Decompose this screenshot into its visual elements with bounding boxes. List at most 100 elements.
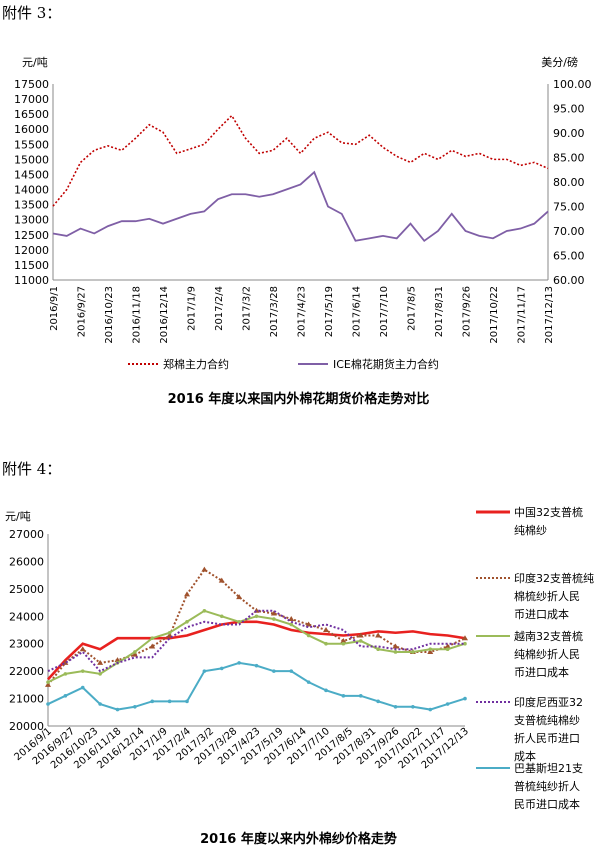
chart2-ytick-label: 27000: [9, 528, 44, 541]
chart2-legend-label-4: 巴基斯坦21支普梳纯纱折人民币进口成本: [514, 761, 583, 811]
chart2-legend-label-2: 越南32支普梳纯棉纱折人民币进口成本: [514, 629, 583, 679]
chart1-ytick-label: 12500: [14, 229, 49, 242]
chart2-marker-4: [445, 702, 450, 706]
chart1-ytick-label: 14000: [14, 184, 49, 197]
chart1-xtick-label: 2017/5/19: [324, 286, 335, 337]
chart2-marker-2: [341, 641, 346, 646]
chart2-marker-4: [393, 705, 398, 709]
chart1-ylabel: 元/吨: [22, 56, 48, 69]
cotton-futures-chart: 元/吨 美分/磅 11000 11500 12000 12500 13000 13500 1…: [14, 55, 592, 371]
chart2-ytick-label: 25000: [9, 583, 44, 596]
chart2-marker-4: [358, 694, 363, 698]
chart1-y2tick-label: 95.00: [553, 103, 585, 116]
chart2-marker-4: [167, 699, 172, 704]
chart1-xtick-label: 2017/7/10: [379, 286, 390, 337]
chart1-xtick-label: 2016/9/27: [77, 286, 88, 337]
chart2-marker-2: [358, 639, 363, 643]
chart2-legend-label-0: 中国32支普梳纯棉纱: [514, 505, 583, 537]
chart2-marker-2: [428, 647, 433, 651]
chart2-marker-2: [219, 614, 224, 619]
chart2-marker-4: [272, 669, 276, 673]
chart2-marker-2: [289, 622, 294, 627]
chart1-ytick-label: 12000: [14, 244, 49, 257]
chart2-marker-2: [376, 647, 380, 651]
chart2-marker-4: [237, 661, 241, 665]
chart1-xtick-label: 2016/12/14: [159, 286, 170, 344]
chart2-marker-1: [357, 632, 364, 638]
chart2-marker-4: [185, 699, 189, 704]
yarn-price-chart: 元/吨 20000 21000 22000 23000 24000 25000 26000 2…: [5, 505, 594, 811]
chart2-marker-4: [150, 699, 155, 704]
chart1-xtick-label: 2017/9/26: [462, 286, 473, 337]
chart1-y2tick-label: 90.00: [553, 127, 585, 140]
chart2-marker-4: [46, 702, 50, 706]
chart2-ytick-label: 26000: [9, 555, 44, 568]
chart2-marker-1: [305, 621, 312, 627]
chart2-series-line-4: [47, 661, 466, 711]
chart2-marker-4: [324, 688, 328, 693]
chart1-y2tick-label: 65.00: [553, 250, 585, 263]
chart1-xtick-label: 2017/6/14: [352, 286, 363, 337]
chart1-legend: 郑棉主力合约 ICE棉花期货主力合约: [128, 357, 439, 371]
chart2-marker-4: [306, 680, 311, 684]
chart2-ytick-label: 21000: [9, 693, 44, 706]
chart1-xtick-label: 2017/3/2: [242, 286, 253, 331]
chart2-marker-2: [324, 641, 328, 646]
chart2-marker-2: [411, 650, 415, 654]
chart2-marker-2: [202, 609, 207, 613]
chart2-ytick-label: 22000: [9, 665, 44, 678]
chart1-ytick-label: 16500: [14, 108, 49, 121]
chart1-ytick-label: 15500: [14, 138, 49, 151]
chart2-marker-1: [218, 577, 225, 583]
chart2-marker-1: [323, 627, 329, 632]
chart2-marker-4: [411, 705, 415, 709]
chart1-xtick-label: 2016/9/1: [49, 286, 60, 331]
chart2-marker-1: [79, 646, 86, 652]
chart1-y2tick-label: 60.00: [553, 274, 585, 287]
chart1-xtick-label: 2017/2/4: [214, 286, 225, 331]
chart2-marker-1: [462, 635, 468, 641]
chart1-series-line-1: [52, 170, 549, 243]
chart2-marker-4: [98, 702, 102, 706]
chart1-ytick-label: 11500: [14, 259, 49, 272]
chart2-marker-4: [289, 669, 294, 673]
chart2-legend: 中国32支普梳纯棉纱印度32支普梳纯棉梳纱折人民币进口成本越南32支普梳纯棉纱折…: [476, 505, 594, 811]
chart1-xtick-label: 2017/8/31: [434, 286, 445, 337]
chart1-y2tick-label: 80.00: [553, 176, 585, 189]
chart2-marker-1: [427, 648, 434, 654]
chart2-marker-4: [80, 685, 85, 690]
chart2-marker-1: [131, 651, 138, 657]
chart2-marker-1: [236, 594, 243, 600]
attachment-3-heading: 附件 3：: [2, 4, 62, 22]
chart2-marker-4: [63, 694, 68, 698]
chart1-ytick-label: 13500: [14, 199, 49, 212]
chart1-xtick-label: 2017/10/22: [489, 286, 500, 344]
chart1-xtick-label: 2017/12/13: [544, 286, 555, 344]
chart2-title: 2016 年度以来内外棉纱价格走势: [200, 832, 397, 847]
chart2-ytick-label: 20000: [9, 720, 44, 733]
chart2-marker-2: [306, 633, 311, 638]
chart2-marker-2: [393, 650, 398, 654]
chart2-marker-2: [98, 672, 102, 676]
chart1-ytick-label: 17500: [14, 78, 49, 91]
legend-label-ice: ICE棉花期货主力合约: [333, 357, 439, 371]
chart2-marker-2: [237, 619, 241, 624]
chart2-marker-1: [149, 643, 156, 649]
chart2-marker-2: [80, 669, 85, 673]
chart1-ytick-label: 13000: [14, 214, 49, 227]
chart2-marker-2: [185, 619, 189, 624]
chart2-ytick-label: 24000: [9, 610, 44, 623]
chart1-ytick-label: 15000: [14, 153, 49, 166]
chart1-xtick-label: 2017/4/23: [297, 286, 308, 337]
chart1-y2tick-label: 85.00: [553, 152, 585, 165]
chart2-marker-1: [184, 591, 190, 597]
chart2-marker-1: [392, 643, 399, 649]
chart1-xtick-label: 2017/1/9: [187, 286, 198, 331]
chart2-marker-1: [201, 566, 208, 572]
chart2-series-line-0: [47, 620, 466, 681]
chart1-xtick-label: 2017/8/5: [407, 286, 418, 331]
attachment-4-heading: 附件 4：: [2, 460, 62, 478]
chart1-title: 2016 年度以来国内外棉花期货价格走势对比: [167, 392, 430, 407]
chart2-legend-label-1: 印度32支普梳纯棉梳纱折人民币进口成本: [514, 571, 594, 621]
chart1-xtick-label: 2016/10/23: [104, 286, 115, 344]
